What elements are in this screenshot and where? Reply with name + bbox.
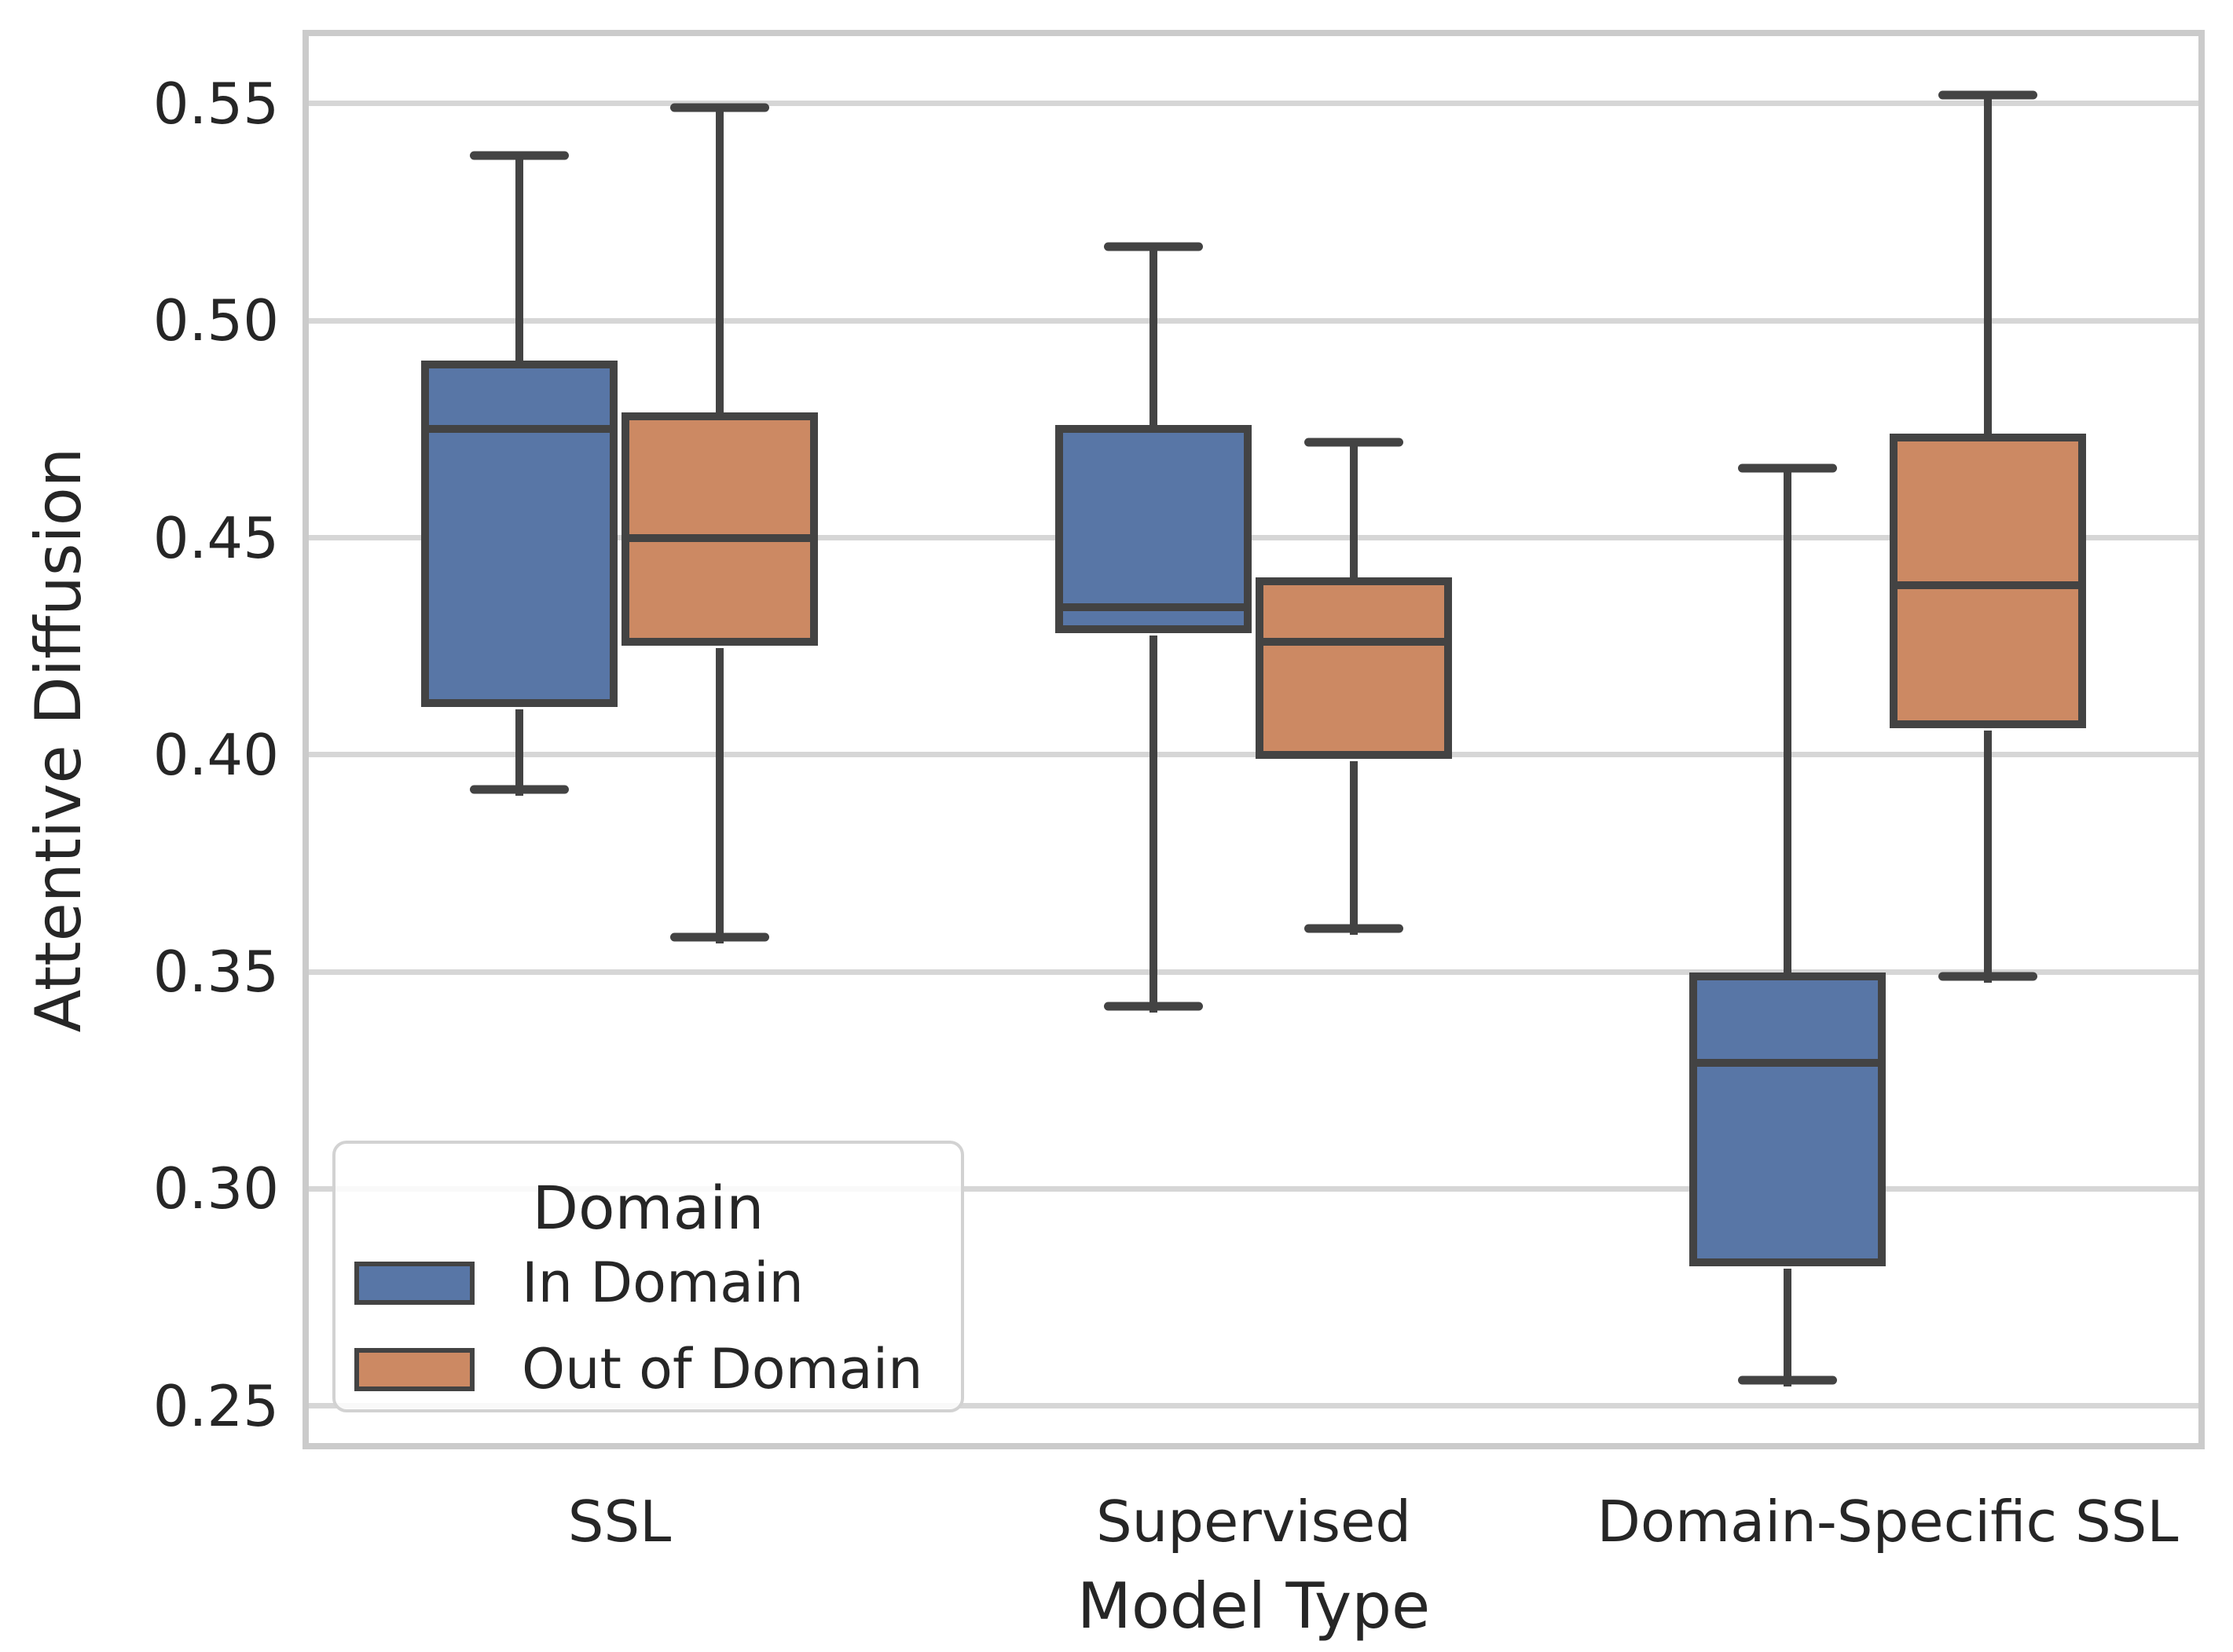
legend-label-out-of-domain: Out of Domain <box>522 1337 923 1401</box>
gridline-0.3 <box>309 1185 2198 1192</box>
median-ssl-in-domain <box>428 425 610 434</box>
box-supervised-out-of-domain <box>1256 577 1452 759</box>
y-tick-label: 0.55 <box>152 70 279 137</box>
whisker-cap-bottom-domain-specific-ssl-out-of-domain <box>1938 972 2037 981</box>
whisker-upper-ssl-in-domain <box>515 156 523 364</box>
whisker-cap-top-ssl-in-domain <box>470 151 569 160</box>
gridline-0.4 <box>309 752 2198 758</box>
x-tick-label-ssl: SSL <box>567 1489 672 1555</box>
median-domain-specific-ssl-out-of-domain <box>1897 581 2079 590</box>
whisker-upper-ssl-out-of-domain <box>716 108 724 416</box>
whisker-cap-top-domain-specific-ssl-out-of-domain <box>1938 90 2037 100</box>
y-tick-label: 0.25 <box>152 1372 279 1439</box>
median-supervised-out-of-domain <box>1263 638 1445 647</box>
median-ssl-out-of-domain <box>629 533 811 542</box>
whisker-lower-supervised-out-of-domain <box>1350 760 1358 935</box>
whisker-upper-domain-specific-ssl-out-of-domain <box>1984 94 1992 438</box>
median-supervised-in-domain <box>1062 603 1245 611</box>
x-tick-label-supervised: Supervised <box>1095 1489 1412 1555</box>
y-tick-label: 0.40 <box>152 721 279 788</box>
box-supervised-in-domain <box>1055 425 1252 633</box>
legend-title: Domain <box>532 1173 764 1243</box>
whisker-lower-domain-specific-ssl-out-of-domain <box>1984 731 1992 983</box>
whisker-upper-supervised-out-of-domain <box>1350 441 1358 581</box>
whisker-lower-ssl-out-of-domain <box>716 648 724 943</box>
legend-label-in-domain: In Domain <box>522 1251 804 1315</box>
box-domain-specific-ssl-in-domain <box>1689 972 1886 1267</box>
gridline-0.25 <box>309 1403 2198 1409</box>
whisker-cap-bottom-domain-specific-ssl-in-domain <box>1738 1375 1837 1385</box>
whisker-cap-bottom-ssl-in-domain <box>470 785 569 794</box>
y-tick-label: 0.30 <box>152 1156 279 1222</box>
y-tick-label: 0.35 <box>152 939 279 1005</box>
whisker-upper-domain-specific-ssl-in-domain <box>1784 468 1791 976</box>
legend-swatch-out-of-domain <box>354 1348 475 1391</box>
whisker-cap-top-supervised-in-domain <box>1104 242 1203 251</box>
box-ssl-in-domain <box>421 360 618 707</box>
gridline-0.55 <box>309 101 2198 107</box>
y-axis-title: Attentive Diffusion <box>22 447 95 1032</box>
whisker-cap-bottom-ssl-out-of-domain <box>670 932 769 942</box>
whisker-upper-supervised-in-domain <box>1150 247 1157 430</box>
y-tick-label: 0.45 <box>152 504 279 571</box>
gridline-0.35 <box>309 969 2198 975</box>
median-domain-specific-ssl-in-domain <box>1696 1059 1879 1068</box>
whisker-cap-top-domain-specific-ssl-in-domain <box>1738 463 1837 473</box>
legend: Domain In Domain Out of Domain <box>332 1141 964 1412</box>
whisker-lower-supervised-in-domain <box>1150 635 1157 1013</box>
box-domain-specific-ssl-out-of-domain <box>1890 434 2086 729</box>
whisker-lower-domain-specific-ssl-in-domain <box>1784 1269 1791 1386</box>
whisker-cap-bottom-supervised-in-domain <box>1104 1002 1203 1011</box>
whisker-cap-top-supervised-out-of-domain <box>1304 438 1403 447</box>
whisker-cap-top-ssl-out-of-domain <box>670 103 769 112</box>
x-tick-label-domain-specific-ssl: Domain-Specific SSL <box>1597 1489 2179 1555</box>
gridline-0.45 <box>309 535 2198 541</box>
x-axis-title: Model Type <box>1076 1570 1431 1643</box>
whisker-lower-ssl-in-domain <box>515 709 523 797</box>
legend-swatch-in-domain <box>354 1262 475 1305</box>
y-tick-label: 0.50 <box>152 288 279 354</box>
gridline-0.5 <box>309 317 2198 324</box>
whisker-cap-bottom-supervised-out-of-domain <box>1304 924 1403 933</box>
box-ssl-out-of-domain <box>622 412 818 647</box>
